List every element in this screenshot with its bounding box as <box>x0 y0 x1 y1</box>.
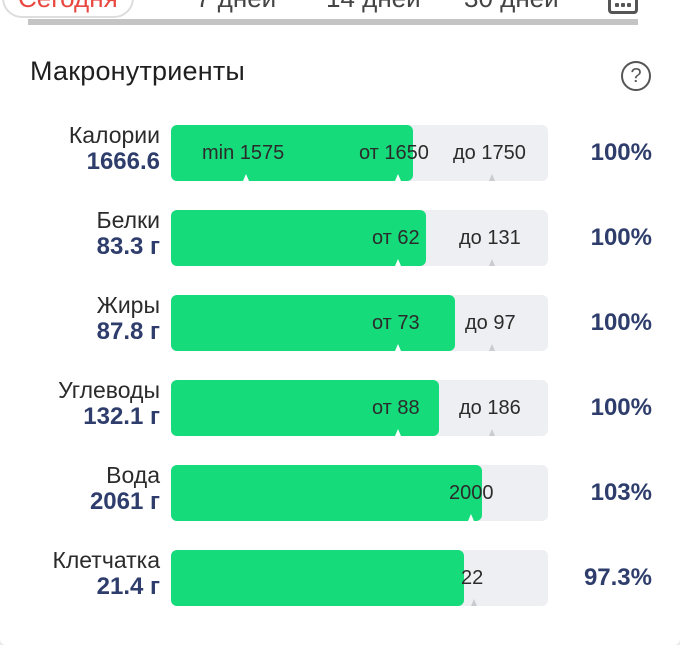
nutrient-row-protein[interactable]: Белки 83.3 г от 62 до 131 100% <box>0 207 680 267</box>
progress-fill <box>171 210 427 266</box>
from-marker-label: от 88 <box>372 397 420 419</box>
percent-value: 100% <box>590 394 652 421</box>
progress-track: от 62 до 131 <box>171 210 548 266</box>
nutrient-name: Вода <box>106 462 160 488</box>
progress-track: min 1575 от 1650 до 1750 <box>171 125 548 181</box>
percent-value: 100% <box>590 139 652 166</box>
help-icon[interactable]: ? <box>621 61 651 91</box>
from-marker <box>395 429 401 436</box>
percent-value: 97.3% <box>583 564 652 591</box>
nutrient-row-calories[interactable]: Калории 1666.6 min 1575 от 1650 до 1750 … <box>0 122 680 182</box>
min-marker <box>243 174 249 181</box>
tab-30-days[interactable]: 30 дней <box>464 0 559 18</box>
to-marker <box>489 344 495 351</box>
nutrient-value: 132.1 г <box>83 403 160 430</box>
tab-14-days[interactable]: 14 дней <box>326 0 421 18</box>
nutrient-name: Клетчатка <box>52 547 160 573</box>
from-marker <box>395 344 401 351</box>
nutrient-row-fat[interactable]: Жиры 87.8 г от 73 до 97 100% <box>0 292 680 352</box>
nutrient-value: 2061 г <box>89 488 160 515</box>
nutrient-row-fiber[interactable]: Клетчатка 21.4 г 22 97.3% <box>0 547 680 607</box>
from-marker <box>395 174 401 181</box>
nutrient-row-carbs[interactable]: Углеводы 132.1 г от 88 до 186 100% <box>0 377 680 437</box>
nutrient-name: Калории <box>68 122 160 148</box>
progress-track: от 88 до 186 <box>171 380 548 436</box>
progress-track: 22 <box>171 550 548 606</box>
progress-fill <box>171 125 414 181</box>
to-marker <box>489 174 495 181</box>
tabs-divider <box>28 19 638 25</box>
from-marker-label: от 73 <box>372 312 420 334</box>
progress-fill <box>171 550 464 606</box>
to-marker-label: до 131 <box>459 227 521 249</box>
to-marker-label: до 97 <box>465 312 516 334</box>
progress-track: от 73 до 97 <box>171 295 548 351</box>
nutrient-value: 87.8 г <box>96 318 160 345</box>
nutrient-name: Жиры <box>96 292 160 318</box>
progress-fill <box>171 380 439 436</box>
percent-value: 100% <box>590 224 652 251</box>
nutrient-value: 1666.6 <box>86 148 160 175</box>
nutrient-name: Белки <box>96 207 160 233</box>
progress-fill <box>171 465 483 521</box>
nutrient-row-water[interactable]: Вода 2061 г 2000 103% <box>0 462 680 522</box>
min-marker-label: min 1575 <box>202 142 285 164</box>
progress-fill <box>171 295 455 351</box>
to-marker-label: до 186 <box>459 397 521 419</box>
nutrient-name: Углеводы <box>58 377 160 403</box>
from-marker-label: от 62 <box>372 227 420 249</box>
percent-value: 100% <box>590 309 652 336</box>
target-marker-label: 2000 <box>449 482 494 504</box>
target-marker-label: 22 <box>461 567 484 589</box>
to-marker <box>489 429 495 436</box>
section-title: Макронутриенты <box>30 56 246 86</box>
nutrient-value: 83.3 г <box>96 233 160 260</box>
progress-track: 2000 <box>171 465 548 521</box>
tab-7-days[interactable]: 7 дней <box>196 0 276 18</box>
percent-value: 103% <box>590 479 652 506</box>
tab-today[interactable]: Сегодня <box>2 0 134 18</box>
nutrient-value: 21.4 г <box>96 573 160 600</box>
to-marker <box>489 259 495 266</box>
from-marker <box>395 259 401 266</box>
target-marker <box>471 599 477 606</box>
target-marker <box>468 514 474 521</box>
to-marker-label: до 1750 <box>453 142 526 164</box>
period-tabs: Сегодня 7 дней 14 дней 30 дней <box>0 0 680 20</box>
from-marker-label: от 1650 <box>359 142 429 164</box>
calendar-icon[interactable] <box>608 0 638 14</box>
